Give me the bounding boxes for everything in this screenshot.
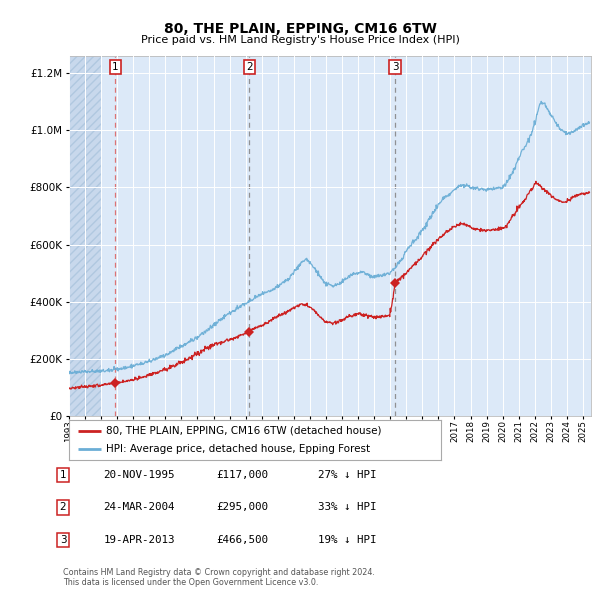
Text: 2: 2 <box>59 503 67 512</box>
Text: 80, THE PLAIN, EPPING, CM16 6TW (detached house): 80, THE PLAIN, EPPING, CM16 6TW (detache… <box>106 426 382 436</box>
Bar <box>69 56 101 416</box>
Text: Contains HM Land Registry data © Crown copyright and database right 2024.
This d: Contains HM Land Registry data © Crown c… <box>63 568 375 587</box>
Text: Price paid vs. HM Land Registry's House Price Index (HPI): Price paid vs. HM Land Registry's House … <box>140 35 460 45</box>
Text: 33% ↓ HPI: 33% ↓ HPI <box>318 503 377 512</box>
Text: 3: 3 <box>392 62 398 72</box>
Text: 19% ↓ HPI: 19% ↓ HPI <box>318 535 377 545</box>
Text: £466,500: £466,500 <box>216 535 268 545</box>
Text: HPI: Average price, detached house, Epping Forest: HPI: Average price, detached house, Eppi… <box>106 444 370 454</box>
Text: £295,000: £295,000 <box>216 503 268 512</box>
Text: 80, THE PLAIN, EPPING, CM16 6TW: 80, THE PLAIN, EPPING, CM16 6TW <box>164 22 436 37</box>
Text: 19-APR-2013: 19-APR-2013 <box>103 535 175 545</box>
Text: 2: 2 <box>246 62 253 72</box>
Text: 3: 3 <box>59 535 67 545</box>
Text: 27% ↓ HPI: 27% ↓ HPI <box>318 470 377 480</box>
Text: 20-NOV-1995: 20-NOV-1995 <box>103 470 175 480</box>
Text: 1: 1 <box>112 62 119 72</box>
Text: 24-MAR-2004: 24-MAR-2004 <box>103 503 175 512</box>
Text: £117,000: £117,000 <box>216 470 268 480</box>
Text: 1: 1 <box>59 470 67 480</box>
